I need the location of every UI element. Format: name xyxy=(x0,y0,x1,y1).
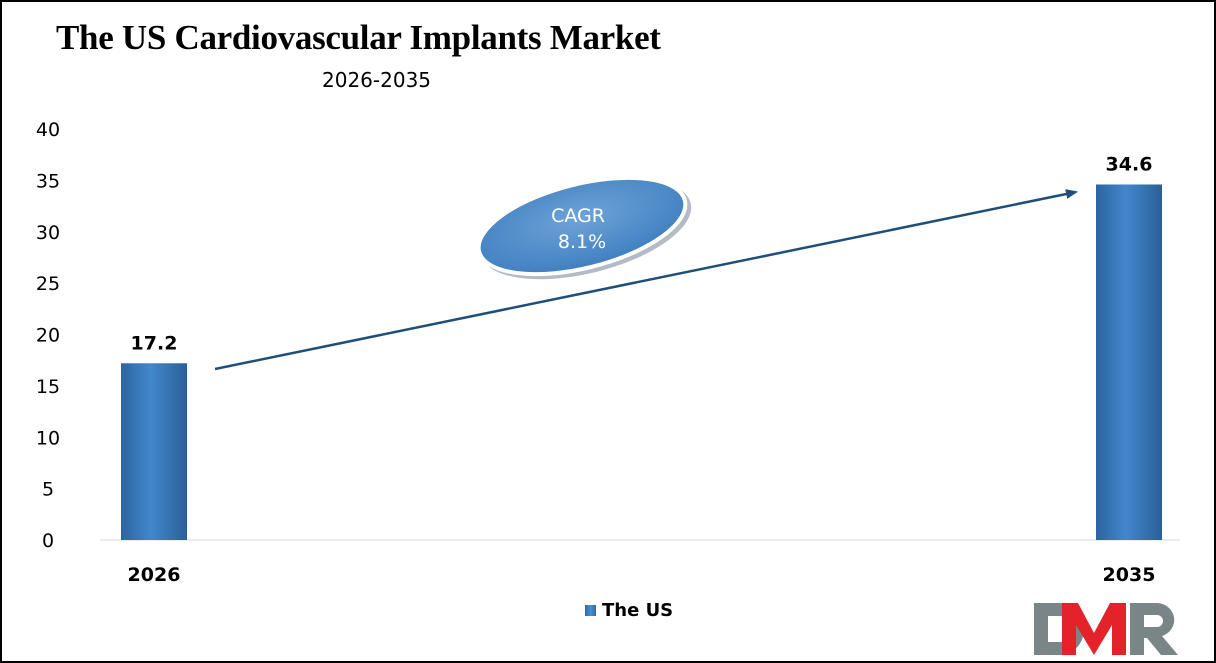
cagr-bubble xyxy=(476,175,692,280)
y-tick-label: 40 xyxy=(36,119,60,141)
chart-subtitle: 2026-2035 xyxy=(322,68,432,92)
bar-2035 xyxy=(1096,184,1162,541)
y-tick-label: 35 xyxy=(36,170,60,192)
data-label: 34.6 xyxy=(1106,153,1153,175)
y-tick-label: 20 xyxy=(36,325,60,347)
y-tick-label: 10 xyxy=(36,427,60,449)
y-tick-label: 25 xyxy=(36,273,60,295)
cagr-label: CAGR xyxy=(551,205,605,227)
y-tick-label: 5 xyxy=(42,479,54,501)
legend-swatch xyxy=(585,605,596,616)
chart-title: The US Cardiovascular Implants Market xyxy=(56,18,661,57)
y-tick-label: 30 xyxy=(36,222,60,244)
legend-label: The US xyxy=(602,600,674,621)
bar-2026 xyxy=(121,363,187,540)
cagr-value: 8.1% xyxy=(558,231,606,253)
y-tick-label: 0 xyxy=(42,530,54,552)
cagr-arrow xyxy=(214,189,1078,371)
dmr-logo xyxy=(1034,603,1178,655)
data-label: 17.2 xyxy=(131,332,178,354)
x-tick-label: 2035 xyxy=(1103,564,1156,586)
x-tick-label: 2026 xyxy=(128,564,181,586)
y-tick-label: 15 xyxy=(36,376,60,398)
legend: The US xyxy=(585,600,673,621)
